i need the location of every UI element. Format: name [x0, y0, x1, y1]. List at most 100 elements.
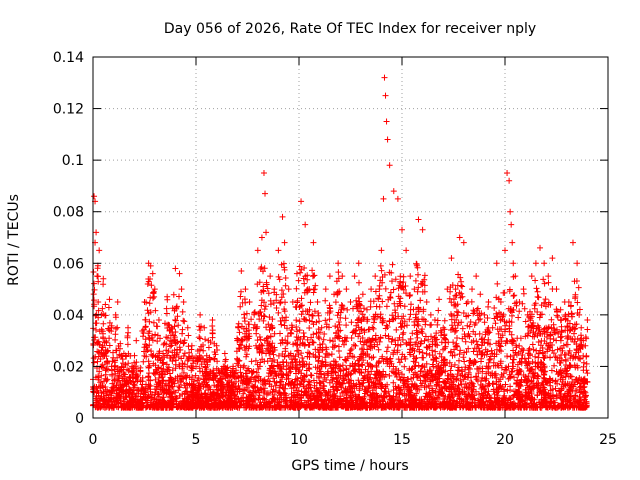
data-point: [415, 216, 422, 223]
data-point: [172, 265, 179, 272]
data-point: [347, 298, 354, 305]
data-point: [125, 324, 132, 331]
axis-ticks: [92, 56, 609, 419]
data-point: [95, 298, 102, 305]
data-point: [108, 324, 115, 331]
data-point: [96, 368, 103, 375]
data-point: [160, 350, 167, 357]
data-point: [339, 273, 346, 280]
data-point: [431, 317, 438, 324]
data-point: [553, 286, 560, 293]
data-point: [267, 273, 274, 280]
data-point: [559, 378, 566, 385]
data-point: [436, 296, 443, 303]
data-point: [390, 188, 397, 195]
data-point: [193, 363, 199, 370]
data-point: [326, 273, 333, 280]
data-point: [493, 260, 500, 267]
data-point: [440, 324, 447, 331]
data-point: [473, 273, 480, 280]
data-point: [335, 260, 342, 267]
data-point: [114, 298, 121, 305]
data-point: [281, 353, 288, 360]
data-point: [293, 347, 300, 354]
data-point: [448, 363, 455, 370]
data-point: [254, 247, 261, 254]
data-point: [102, 384, 109, 391]
data-point: [331, 358, 338, 365]
data-point: [576, 311, 583, 318]
data-point: [188, 342, 195, 349]
data-point: [145, 358, 152, 365]
data-point: [197, 311, 204, 318]
data-point: [460, 376, 467, 383]
data-point: [213, 342, 220, 349]
x-tick-label: 5: [192, 432, 201, 448]
data-point: [399, 226, 405, 233]
data-point: [497, 298, 504, 305]
data-point: [312, 353, 319, 360]
data-point: [256, 363, 263, 370]
data-point: [120, 350, 127, 357]
data-point: [541, 260, 548, 267]
data-point: [407, 273, 414, 280]
data-point: [110, 384, 117, 391]
data-point: [460, 239, 467, 246]
data-point: [423, 298, 430, 305]
data-point: [355, 366, 362, 373]
data-point: [489, 324, 496, 331]
data-point: [195, 386, 202, 393]
data-point: [114, 378, 121, 385]
data-point: [578, 376, 585, 383]
data-point: [205, 337, 212, 344]
plot-frame: [92, 56, 609, 419]
data-point: [444, 286, 451, 293]
data-point: [94, 273, 101, 280]
data-point: [147, 262, 154, 269]
data-point: [372, 273, 379, 280]
data-point: [359, 291, 366, 298]
data-point: [310, 239, 317, 246]
data-point: [201, 324, 208, 331]
data-point: [442, 368, 449, 375]
y-tick-label: 0.04: [53, 308, 84, 324]
data-point: [244, 378, 251, 385]
data-point: [318, 363, 325, 370]
data-point: [242, 286, 249, 293]
data-point: [96, 247, 103, 254]
data-point: [565, 298, 572, 305]
data-point: [411, 363, 418, 370]
data-point: [151, 371, 158, 378]
data-point: [285, 286, 292, 293]
data-point: [528, 273, 535, 280]
data-point: [324, 368, 331, 375]
data-point: [318, 324, 325, 331]
data-point: [516, 368, 523, 375]
data-point: [219, 389, 226, 396]
data-point: [545, 273, 552, 280]
data-point: [549, 255, 556, 262]
data-point: [170, 378, 177, 385]
data-point: [343, 371, 350, 378]
data-point: [452, 286, 459, 293]
data-point: [260, 170, 267, 177]
data-point: [405, 376, 412, 383]
data-point: [263, 350, 270, 357]
data-point: [157, 384, 164, 391]
data-point: [479, 368, 486, 375]
data-point: [380, 195, 387, 202]
data-point: [528, 366, 535, 373]
data-point: [522, 373, 529, 380]
data-point: [481, 311, 488, 318]
data-point: [225, 391, 232, 398]
data-point-cloud: [90, 260, 591, 411]
chart-title: Day 056 of 2026, Rate Of TEC Index for r…: [164, 21, 536, 37]
y-tick-label: 0.12: [53, 102, 84, 118]
y-tick-labels: 0 0.02 0.04 0.06 0.08 0.1 0.12 0.14: [53, 50, 84, 427]
data-point: [411, 286, 418, 293]
data-point: [361, 373, 368, 380]
data-point: [419, 226, 426, 233]
data-point: [473, 373, 480, 380]
data-point: [510, 363, 517, 370]
data-point: [469, 286, 476, 293]
